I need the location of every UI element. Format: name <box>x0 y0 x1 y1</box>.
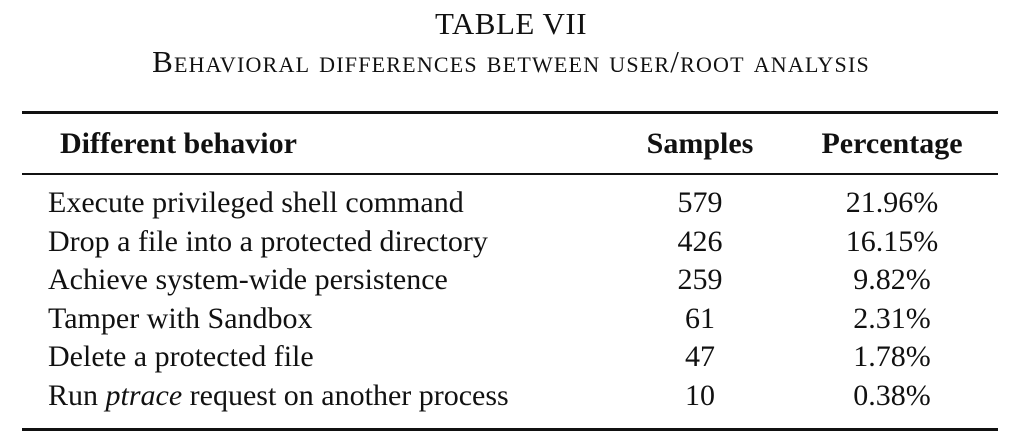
percentage-cell: 9.82% <box>853 263 931 296</box>
bottom-rule <box>22 428 998 431</box>
behavior-text: Drop a file into a protected directory <box>48 224 488 258</box>
header-row: Different behavior Samples Percentage <box>0 124 1022 164</box>
behavior-text-em: ptrace <box>105 378 183 412</box>
behavior-cell: Achieve system-wide persistence <box>48 261 448 299</box>
samples-cell: 579 <box>677 186 723 219</box>
behavior-text: Delete a protected file <box>48 340 314 373</box>
behavior-text: Run <box>48 378 106 412</box>
percentage-cell: 16.15% <box>845 224 939 258</box>
percentage-cell: 1.78% <box>853 340 931 373</box>
table-row: Delete a protected file 47 1.78% <box>0 338 1022 377</box>
samples-cell: 259 <box>677 263 723 296</box>
samples-cell: 47 <box>685 340 715 373</box>
table-row: Drop a file into a protected directory 4… <box>0 223 1022 262</box>
behavior-cell: Tamper with Sandbox <box>48 300 313 338</box>
behavior-cell: Execute privileged shell command <box>48 184 464 222</box>
behavior-cell: Drop a file into a protected directory <box>48 223 488 261</box>
table-caption: Behavioral differences between user/root… <box>152 44 870 79</box>
header-samples: Samples <box>646 127 754 160</box>
behavior-cell: Run ptrace request on another process <box>48 377 509 415</box>
table-row: Tamper with Sandbox 61 2.31% <box>0 300 1022 339</box>
percentage-cell: 21.96% <box>845 186 939 219</box>
samples-cell: 10 <box>685 378 715 412</box>
top-rule <box>22 111 998 114</box>
samples-cell: 426 <box>677 224 723 258</box>
header-rule <box>22 173 998 175</box>
behavior-text: Achieve system-wide persistence <box>48 263 448 296</box>
header-percentage: Percentage <box>821 127 963 160</box>
behavior-text: Execute privileged shell command <box>48 186 464 219</box>
header-behavior: Different behavior <box>60 127 297 160</box>
samples-cell: 61 <box>685 301 715 335</box>
behavior-text-post: request on another process <box>182 378 509 412</box>
percentage-cell: 0.38% <box>853 378 931 412</box>
table-title: TABLE VII <box>434 6 588 41</box>
behavior-cell: Delete a protected file <box>48 338 314 376</box>
percentage-cell: 2.31% <box>853 301 931 335</box>
table-row: Execute privileged shell command 579 21.… <box>0 184 1022 223</box>
table-row: Achieve system-wide persistence 259 9.82… <box>0 261 1022 300</box>
table-row: Run ptrace request on another process 10… <box>0 377 1022 416</box>
behavior-text: Tamper with Sandbox <box>48 301 313 335</box>
table-body: Execute privileged shell command 579 21.… <box>0 184 1022 415</box>
